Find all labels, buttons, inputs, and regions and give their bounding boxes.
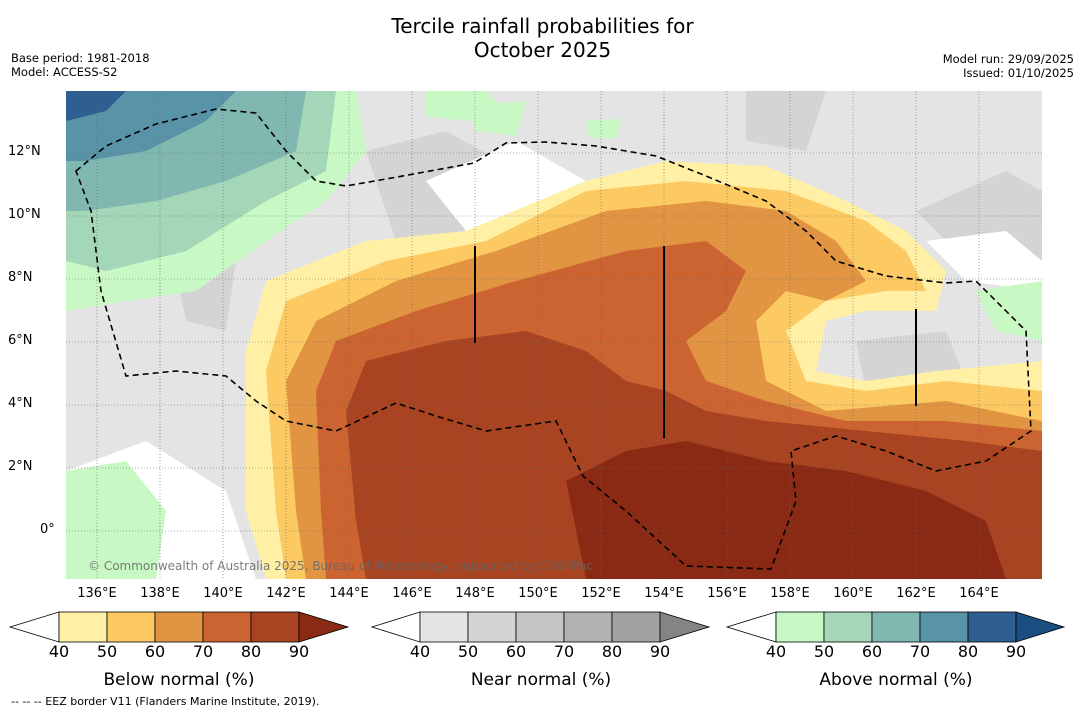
colorbar-below-label: Below normal (%) — [103, 670, 255, 690]
colorbar-above-label: Above normal (%) — [819, 670, 973, 690]
colorbar-above-swatch — [919, 611, 969, 643]
cb-below-tick: 40 — [48, 642, 70, 661]
cb-near-tick: 40 — [409, 642, 431, 661]
lon-tick: 142°E — [266, 586, 306, 601]
colorbar-near-normal — [370, 611, 711, 643]
colorbar-above-normal — [725, 611, 1066, 643]
colorbar-near-swatch — [611, 611, 661, 643]
lon-tick: 152°E — [581, 586, 621, 601]
colorbar-near-swatch — [467, 611, 517, 643]
below-90-area — [566, 441, 1006, 579]
lon-tick: 154°E — [644, 586, 684, 601]
model-run: Model run: 29/09/2025 — [942, 52, 1074, 66]
colorbars — [8, 611, 1066, 643]
above-40-patch — [466, 101, 526, 136]
colorbar-below-swatch — [202, 611, 252, 643]
colorbar-near-swatch — [563, 611, 613, 643]
title-line-1: Tercile rainfall probabilities for — [391, 14, 694, 38]
lon-tick: 146°E — [392, 586, 432, 601]
colorbar-below-swatch — [58, 611, 108, 643]
colorbar-above-swatch — [823, 611, 873, 643]
eez-legend-footer: -- -- -- EEZ border V11 (Flanders Marine… — [11, 695, 320, 708]
lat-tick: 2°N — [8, 459, 33, 474]
colorbar-near-swatch — [515, 611, 565, 643]
colorbar-below-swatch — [106, 611, 156, 643]
lon-tick: 150°E — [518, 586, 558, 601]
above-40-patch — [586, 119, 621, 139]
cb-below-tick: 70 — [192, 642, 214, 661]
probability-map — [66, 91, 1042, 579]
cb-below-tick: 80 — [240, 642, 262, 661]
colorbar-below-swatch — [250, 611, 300, 643]
cb-above-tick: 70 — [909, 642, 931, 661]
colorbar-near-left-tri — [370, 611, 421, 643]
lon-tick: 138°E — [140, 586, 180, 601]
cb-above-tick: 40 — [765, 642, 787, 661]
copyright-notice: © Commonwealth of Australia 2025, Bureau… — [88, 559, 594, 573]
cb-below-tick: 60 — [144, 642, 166, 661]
lat-tick: 0° — [40, 522, 55, 537]
cb-near-tick: 80 — [601, 642, 623, 661]
meta-left: Base period: 1981-2018 Model: ACCESS-S2 — [11, 51, 150, 79]
lat-tick: 6°N — [8, 333, 33, 348]
colorbar-above-swatch — [871, 611, 921, 643]
lon-tick: 144°E — [329, 586, 369, 601]
model-name: Model: ACCESS-S2 — [11, 65, 118, 79]
eez-vertical-lines — [474, 246, 917, 438]
title-line-2: October 2025 — [473, 38, 612, 62]
colorbar-below-left-tri — [8, 611, 60, 643]
colorbar-below-right-tri — [298, 611, 350, 643]
lon-tick: 136°E — [77, 586, 117, 601]
cb-above-tick: 50 — [813, 642, 835, 661]
colorbar-above-swatch — [775, 611, 825, 643]
lon-tick: 162°E — [896, 586, 936, 601]
eez-border — [75, 108, 1032, 570]
lat-tick: 12°N — [8, 144, 41, 159]
gridlines — [66, 91, 1042, 579]
cb-near-tick: 60 — [505, 642, 527, 661]
colorbar-above-swatch — [967, 611, 1017, 643]
cb-near-tick: 90 — [649, 642, 671, 661]
colorbar-above-right-tri — [1015, 611, 1066, 643]
lon-tick: 156°E — [707, 586, 747, 601]
base-period: Base period: 1981-2018 — [11, 51, 150, 65]
cb-near-tick: 70 — [553, 642, 575, 661]
cb-above-tick: 80 — [957, 642, 979, 661]
colorbar-below-normal — [8, 611, 350, 643]
lon-tick: 140°E — [203, 586, 243, 601]
colorbar-below-swatch — [154, 611, 204, 643]
lon-tick: 160°E — [833, 586, 873, 601]
lon-tick: 148°E — [455, 586, 495, 601]
colorbar-near-right-tri — [659, 611, 711, 643]
near-50-patch — [746, 91, 826, 151]
issued-date: Issued: 01/10/2025 — [963, 66, 1074, 80]
cb-near-tick: 50 — [457, 642, 479, 661]
lon-tick: 164°E — [959, 586, 999, 601]
meta-right: Model run: 29/09/2025 Issued: 01/10/2025 — [943, 52, 1074, 80]
above-80-area — [66, 91, 126, 121]
cb-below-tick: 90 — [288, 642, 310, 661]
cb-above-tick: 90 — [1005, 642, 1027, 661]
cb-above-tick: 60 — [861, 642, 883, 661]
chart-title: Tercile rainfall probabilities for Octob… — [0, 14, 1085, 62]
above-40-patch — [66, 461, 166, 579]
lat-tick: 10°N — [8, 207, 41, 222]
lat-tick: 8°N — [8, 270, 33, 285]
lat-tick: 4°N — [8, 396, 33, 411]
cb-below-tick: 50 — [96, 642, 118, 661]
colorbar-near-swatch — [419, 611, 469, 643]
colorbar-above-left-tri — [725, 611, 777, 643]
white-area — [926, 231, 1042, 291]
lon-tick: 158°E — [770, 586, 810, 601]
colorbar-near-label: Near normal (%) — [470, 670, 612, 690]
above-40-patch — [976, 281, 1042, 341]
